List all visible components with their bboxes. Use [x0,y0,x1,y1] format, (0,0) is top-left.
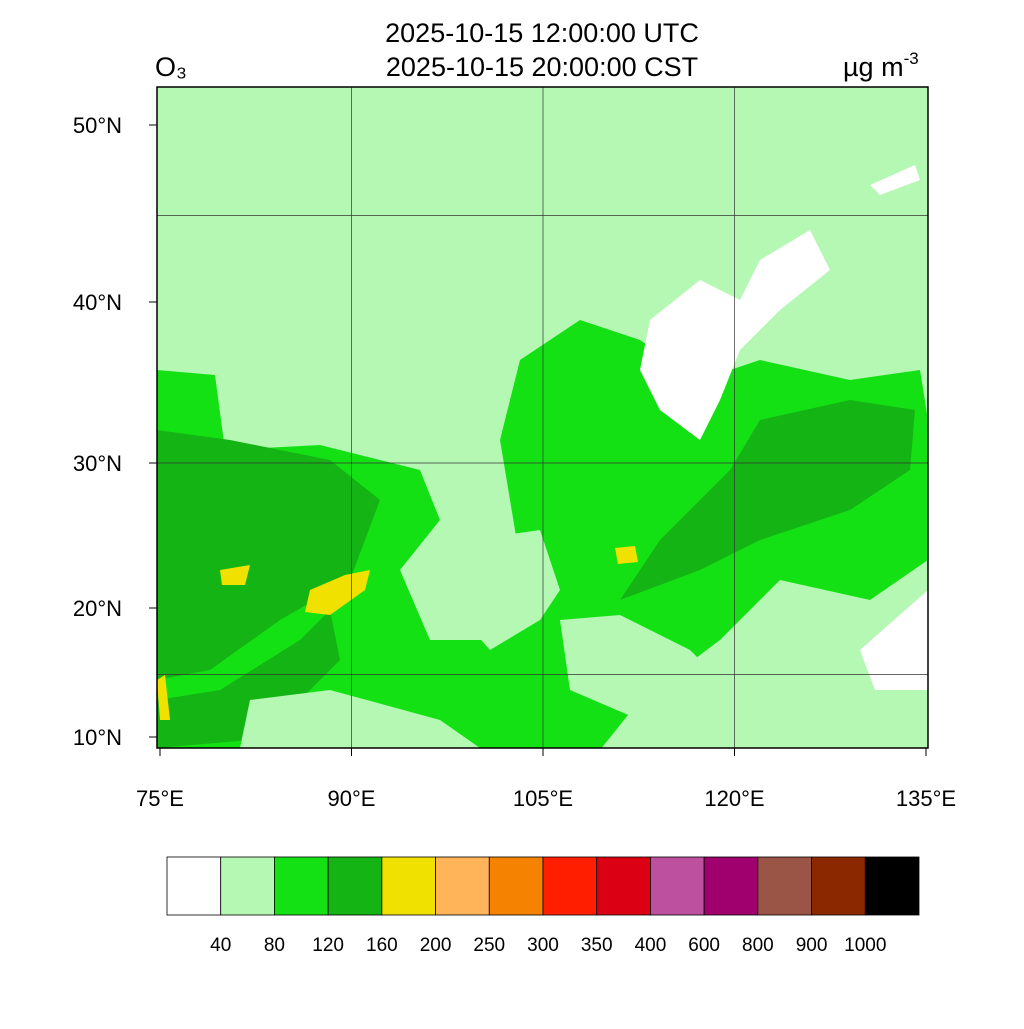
species-label: O₃ [155,52,187,82]
title-line: 2025-10-15 20:00:00 CST [386,52,698,82]
lat-tick-label: 20°N [73,596,122,621]
lon-tick-label: 120°E [704,786,764,811]
colorbar-label: 160 [366,935,398,956]
grid [157,87,928,748]
units-label: µg m-3 [843,49,919,82]
colorbar-label: 800 [742,935,774,956]
colorbar-label: 900 [796,935,828,956]
colorbar-swatch [542,856,598,916]
lon-tick-label: 75°E [136,786,184,811]
colorbar-swatch [274,856,329,916]
lat-tick-label: 10°N [73,725,122,750]
colorbar-swatch [435,856,490,916]
colorbar-swatch [596,856,651,916]
colorbar-swatch [166,856,222,916]
colorbar-swatch [488,856,544,916]
colorbar-label: 80 [264,935,285,956]
colorbar-swatch [381,856,436,916]
colorbar-label: 200 [420,935,452,956]
title-line: 2025-10-15 12:00:00 UTC [385,18,699,48]
colorbar-swatch [811,856,866,916]
colorbar-label: 1000 [844,935,886,956]
colorbar-label: 120 [312,935,344,956]
axis-ticks: 75°E 90°E 105°E 120°E 135°E 10°N 20°N 30°N 40°N 5… [73,113,956,811]
lon-tick-label: 135°E [896,786,956,811]
lat-tick-label: 50°N [73,113,122,138]
units-exponent: -3 [904,49,919,68]
colorbar-label: 350 [581,935,613,956]
colorbar-label: 40 [210,935,231,956]
colorbar-swatch [864,856,920,916]
lat-tick-label: 40°N [73,290,122,315]
colorbar-swatch [220,856,275,916]
colorbar-label: 300 [527,935,559,956]
lat-tick-label: 30°N [73,451,122,476]
units: µg m [843,52,904,82]
colorbar-swatch [757,856,812,916]
colorbar-label: 400 [635,935,667,956]
colorbar-label: 250 [473,935,505,956]
lon-tick-label: 105°E [513,786,573,811]
colorbar-swatch [327,856,383,916]
map-field [157,87,928,748]
colorbar-swatch [703,856,759,916]
colorbar: 40 80 120 160 200 250 300 350 400 600 800 900 1000 [166,856,920,956]
lon-tick-label: 90°E [328,786,376,811]
colorbar-label: 600 [688,935,720,956]
colorbar-swatch [650,856,705,916]
